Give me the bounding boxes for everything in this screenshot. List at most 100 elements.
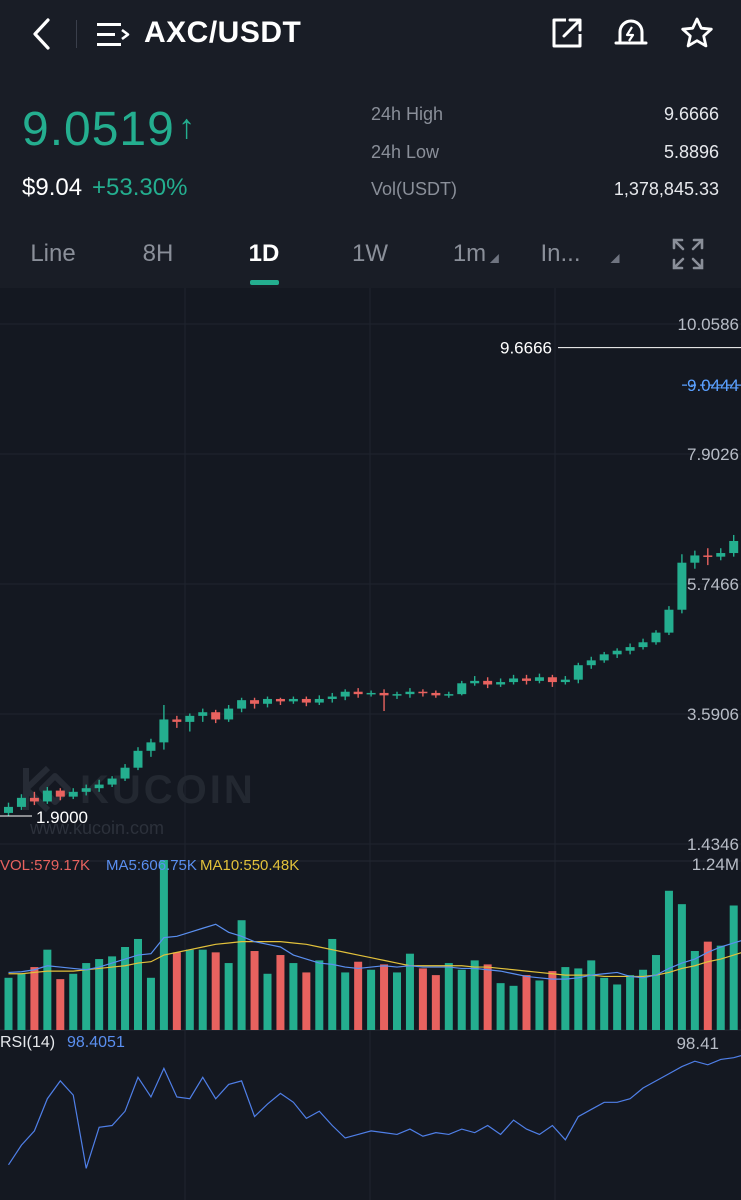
- candle-body: [107, 778, 117, 785]
- tab-1w[interactable]: 1W: [352, 240, 388, 267]
- candle-body: [288, 698, 298, 702]
- candle-body: [547, 677, 557, 683]
- candle: [573, 662, 583, 684]
- candle: [42, 786, 52, 804]
- pair-title[interactable]: AXC/USDT: [144, 16, 302, 49]
- candle: [431, 690, 441, 698]
- candle-body: [379, 692, 389, 696]
- candle: [703, 548, 713, 566]
- candle-body: [418, 691, 428, 694]
- candle: [664, 606, 674, 636]
- volume-bar: [250, 951, 259, 1030]
- divider: [76, 20, 77, 48]
- kucoin-logo-icon: [23, 765, 71, 813]
- candle-body: [146, 742, 156, 751]
- high-marker-label: 9.6666: [500, 339, 552, 358]
- tab-1d[interactable]: 1D: [248, 240, 280, 267]
- price-axis-label: 3.5906: [687, 705, 739, 724]
- star-icon[interactable]: [680, 16, 714, 50]
- volume-bar: [121, 947, 130, 1030]
- tab-line[interactable]: Line: [30, 240, 76, 267]
- candle-body: [470, 680, 480, 684]
- volume-bar: [289, 963, 298, 1030]
- candle: [366, 690, 376, 697]
- volume-bar: [185, 949, 194, 1030]
- candle-body: [431, 692, 441, 696]
- ma5-label: MA5:606.75K: [106, 857, 197, 874]
- tab-8h[interactable]: 8H: [142, 240, 174, 267]
- candle: [392, 691, 402, 699]
- candle-body: [573, 665, 583, 680]
- rsi-label: RSI(14): [0, 1034, 56, 1051]
- volume-bar: [393, 972, 401, 1030]
- volume-bar: [315, 960, 324, 1030]
- price-axis: 10.0586 7.9026 5.7466 3.5906 1.4346: [678, 315, 739, 854]
- candle-body: [81, 788, 91, 792]
- candle: [716, 548, 726, 561]
- volume-bar: [522, 975, 531, 1030]
- candle-body: [366, 692, 376, 695]
- volume-bar: [716, 945, 725, 1030]
- volume-bar: [224, 963, 233, 1030]
- alert-bell-icon[interactable]: [614, 16, 648, 50]
- ma5-line: [8, 923, 741, 980]
- price-axis-label: 10.0586: [678, 315, 739, 334]
- volume-bar: [574, 968, 583, 1030]
- rsi-value: 98.4051: [67, 1034, 125, 1051]
- candle: [275, 697, 285, 705]
- candle: [586, 656, 596, 669]
- volume-bar: [380, 964, 389, 1030]
- stat-24h-low-value: 5.8896: [663, 142, 719, 162]
- share-icon[interactable]: [550, 16, 584, 50]
- candle: [470, 676, 480, 686]
- candle-body: [716, 553, 726, 557]
- candle-body: [42, 790, 52, 802]
- candle: [483, 677, 493, 689]
- candle: [211, 709, 221, 724]
- candle: [418, 689, 428, 697]
- stat-24h-low-label: 24h Low: [371, 142, 440, 162]
- candle: [288, 696, 298, 704]
- change-percent: +53.30%: [92, 174, 188, 201]
- volume-bar: [457, 969, 466, 1030]
- candle-body: [314, 698, 324, 703]
- tab-1m[interactable]: 1m: [452, 240, 500, 268]
- volume-bar: [652, 955, 660, 1030]
- candle-body: [275, 698, 285, 702]
- candle-body: [522, 678, 531, 681]
- candle-body: [509, 678, 519, 683]
- top-bar: AXC/USDT: [0, 0, 741, 70]
- volume-bar: [444, 963, 453, 1030]
- candle-body: [457, 683, 467, 695]
- volume-bar: [237, 920, 246, 1030]
- candle-body: [638, 642, 648, 648]
- watermark-brand: KUCOIN: [80, 768, 256, 812]
- candle: [133, 747, 143, 771]
- volume-bar: [509, 985, 518, 1030]
- rsi-axis-max: 98.41: [676, 1034, 719, 1053]
- candle-body: [586, 660, 596, 666]
- back-icon[interactable]: [28, 16, 56, 52]
- candle: [237, 697, 247, 713]
- candle: [496, 678, 506, 687]
- volume-bar: [56, 979, 65, 1030]
- volume-bar: [548, 971, 557, 1030]
- menu-icon[interactable]: [96, 20, 130, 50]
- fullscreen-icon[interactable]: [672, 238, 704, 270]
- candle-body: [68, 791, 78, 797]
- tab-indicators[interactable]: In...: [540, 240, 620, 268]
- candle: [547, 674, 557, 687]
- tab-1m-label: 1m: [452, 240, 487, 267]
- chart-area[interactable]: KUCOIN www.kucoin.com 10.0586 7.9026 5.746…: [0, 288, 741, 1200]
- candle: [638, 638, 648, 650]
- volume-bar: [172, 952, 181, 1030]
- candle: [301, 696, 311, 707]
- volume-bar: [483, 964, 492, 1030]
- candlestick-chart[interactable]: KUCOIN www.kucoin.com 10.0586 7.9026 5.746…: [0, 288, 741, 1200]
- volume-bar: [613, 984, 622, 1030]
- stat-volume-label: Vol(USDT): [371, 179, 458, 199]
- candle-body: [120, 767, 130, 779]
- candle-body: [185, 715, 195, 722]
- price-markers: 9.6666 1.9000 9.0444: [0, 339, 741, 827]
- candle-body: [560, 679, 570, 683]
